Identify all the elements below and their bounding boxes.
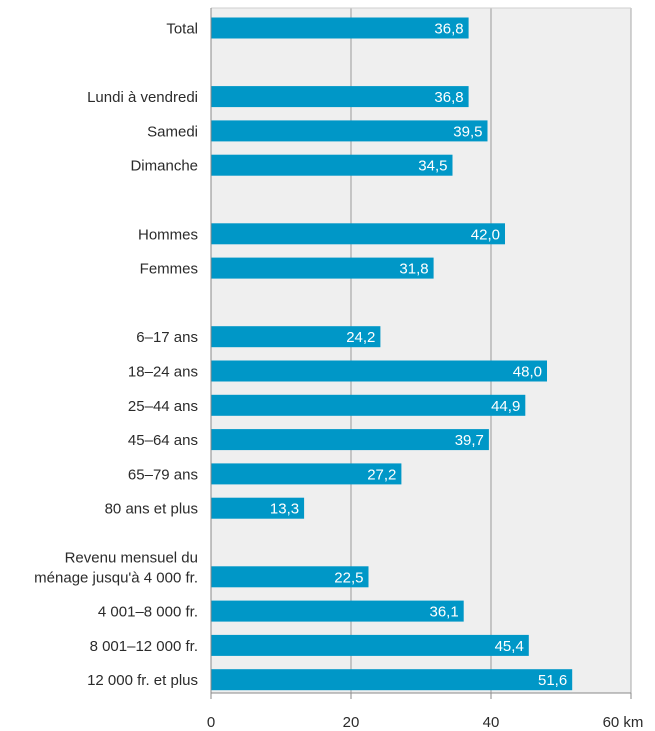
bar — [211, 257, 434, 279]
bar-value-label: 51,6 — [538, 672, 567, 689]
bar — [211, 669, 573, 691]
bar-value-label: 36,1 — [429, 604, 458, 621]
category-label: 80 ans et plus — [105, 501, 198, 518]
category-label: 6–17 ans — [136, 329, 198, 346]
bar-value-label: 42,0 — [471, 226, 500, 243]
category-label: 65–79 ans — [128, 466, 198, 483]
category-label: Lundi à vendredi — [87, 89, 198, 106]
category-label: 18–24 ans — [128, 364, 198, 381]
bar-value-label: 13,3 — [270, 501, 299, 518]
category-label: Femmes — [140, 261, 198, 278]
bar-value-label: 39,7 — [455, 432, 484, 449]
category-label: 4 001–8 000 fr. — [98, 604, 198, 621]
bar — [211, 463, 402, 485]
bar — [211, 566, 369, 588]
bar-value-label: 39,5 — [453, 123, 482, 140]
bar-value-label: 24,2 — [346, 329, 375, 346]
bar-value-label: 44,9 — [491, 398, 520, 415]
x-tick-label: 0 — [207, 714, 215, 731]
bar — [211, 497, 305, 519]
bar — [211, 17, 469, 39]
x-tick-labels: 0 20 40 60 km — [207, 693, 644, 731]
category-label: Revenu mensuel du — [65, 549, 198, 566]
plot-background — [211, 8, 631, 693]
bar — [211, 429, 489, 451]
x-tick-label: 60 km — [603, 714, 644, 731]
bar — [211, 394, 526, 416]
value-labels: 36,8 36,8 39,5 34,5 42,0 31,8 24,2 48,0 44,9 39,7… — [270, 21, 567, 690]
category-label: 8 001–12 000 fr. — [90, 638, 198, 655]
x-tick-label: 40 — [483, 714, 500, 731]
bar — [211, 86, 469, 108]
bar-value-label: 22,5 — [334, 569, 363, 586]
bar-value-label: 45,4 — [495, 638, 524, 655]
bar — [211, 326, 381, 348]
bar-value-label: 36,8 — [434, 21, 463, 38]
bar — [211, 600, 464, 622]
category-label: Samedi — [147, 123, 198, 140]
bar — [211, 120, 488, 142]
category-labels: Total Lundi à vendredi Samedi Dimanche Homme… — [34, 21, 198, 690]
category-label: 12 000 fr. et plus — [87, 672, 198, 689]
bar-value-label: 36,8 — [434, 89, 463, 106]
bar-value-label: 48,0 — [513, 364, 542, 381]
bar-value-label: 31,8 — [399, 261, 428, 278]
category-label: Dimanche — [130, 158, 198, 175]
bar — [211, 360, 547, 382]
bar — [211, 634, 529, 656]
category-label: Total — [166, 21, 198, 38]
bar — [211, 223, 505, 245]
category-label: Hommes — [138, 226, 198, 243]
x-tick-label: 20 — [343, 714, 360, 731]
bar — [211, 154, 453, 176]
bar-value-label: 27,2 — [367, 466, 396, 483]
category-label: ménage jusqu'à 4 000 fr. — [34, 569, 198, 586]
category-label: 45–64 ans — [128, 432, 198, 449]
category-label: 25–44 ans — [128, 398, 198, 415]
bar-value-label: 34,5 — [418, 158, 447, 175]
bars — [211, 17, 573, 691]
